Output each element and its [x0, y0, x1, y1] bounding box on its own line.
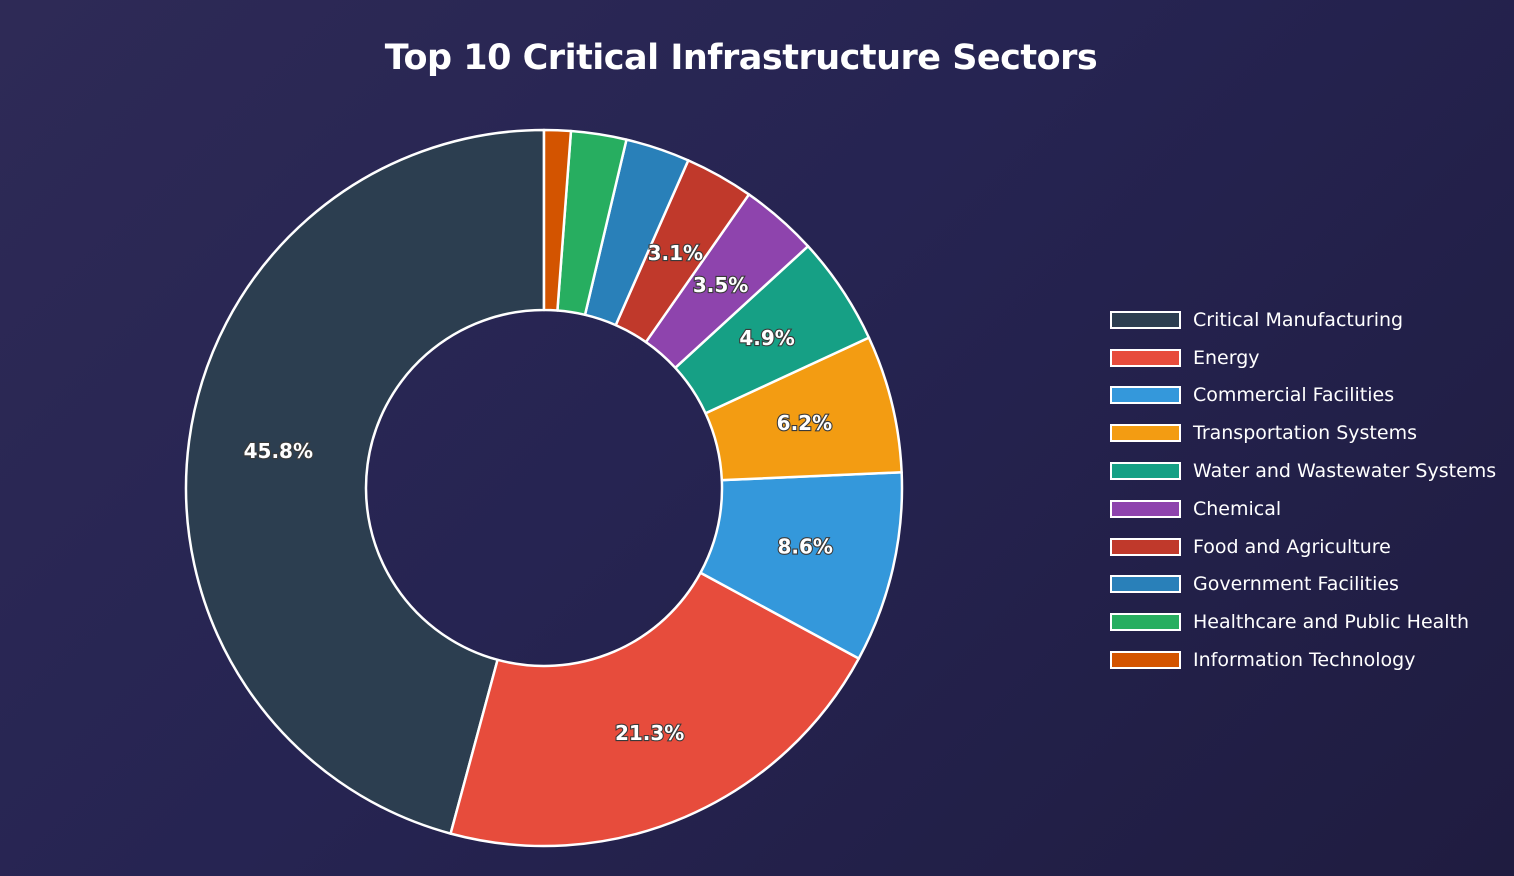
legend-item[interactable]: Commercial Facilities — [1110, 377, 1496, 415]
legend-label: Commercial Facilities — [1193, 384, 1395, 407]
slice-information-technology[interactable] — [542, 128, 573, 312]
slice-label: 3.5% — [693, 273, 748, 297]
legend-item[interactable]: Food and Agriculture — [1110, 528, 1496, 566]
legend-item[interactable]: Healthcare and Public Health — [1110, 603, 1496, 641]
legend-label: Critical Manufacturing — [1193, 308, 1404, 331]
legend-swatch — [1110, 424, 1181, 443]
legend-label: Information Technology — [1193, 649, 1416, 672]
slice-label: 8.6% — [777, 535, 832, 559]
legend-item[interactable]: Information Technology — [1110, 641, 1496, 679]
legend-label: Water and Wastewater Systems — [1193, 460, 1497, 483]
slice-label: 45.8% — [244, 439, 313, 463]
legend-label: Healthcare and Public Health — [1193, 611, 1470, 634]
legend-label: Chemical — [1193, 497, 1282, 520]
legend-swatch — [1110, 386, 1181, 405]
legend-swatch — [1110, 348, 1181, 367]
legend-swatch — [1110, 462, 1181, 481]
legend-item[interactable]: Water and Wastewater Systems — [1110, 452, 1496, 490]
legend-swatch — [1110, 310, 1181, 329]
legend-swatch — [1110, 651, 1181, 670]
legend-swatch — [1110, 575, 1181, 594]
legend-swatch — [1110, 499, 1181, 518]
legend-swatch — [1110, 537, 1181, 556]
chart-title: Top 10 Critical Infrastructure Sectors — [384, 38, 1098, 78]
legend-label: Energy — [1193, 346, 1260, 369]
slice-label: 21.3% — [615, 721, 684, 745]
legend-item[interactable]: Transportation Systems — [1110, 414, 1496, 452]
legend-label: Transportation Systems — [1193, 422, 1417, 445]
slice-label: 3.1% — [648, 241, 703, 265]
slice-label: 6.2% — [777, 411, 832, 435]
slice-label: 4.9% — [739, 326, 794, 350]
legend-swatch — [1110, 613, 1181, 632]
legend: Critical Manufacturing Energy Commercial F… — [1110, 301, 1496, 679]
legend-item[interactable]: Government Facilities — [1110, 566, 1496, 604]
legend-label: Government Facilities — [1193, 573, 1399, 596]
slice-critical-manufacturing[interactable] — [184, 128, 546, 835]
legend-label: Food and Agriculture — [1193, 535, 1391, 558]
slices-group — [184, 128, 904, 848]
slice-energy[interactable] — [449, 571, 861, 848]
legend-item[interactable]: Chemical — [1110, 490, 1496, 528]
slice-labels-group: 45.8% 21.3% 8.6% 6.2% 4.9% 3.5% 3.1% — [243, 240, 834, 746]
legend-item[interactable]: Critical Manufacturing — [1110, 301, 1496, 339]
legend-item[interactable]: Energy — [1110, 339, 1496, 377]
